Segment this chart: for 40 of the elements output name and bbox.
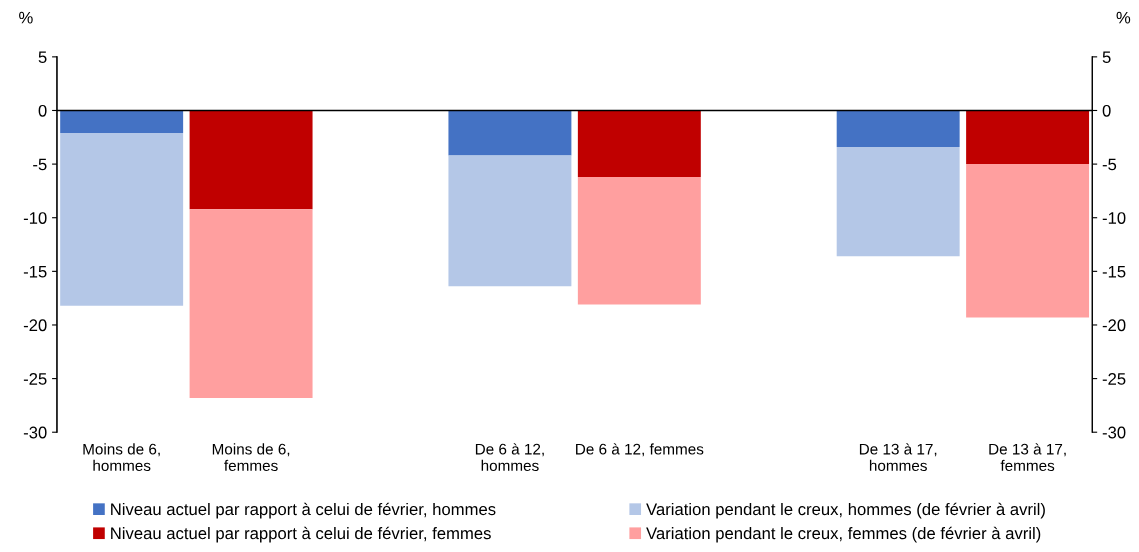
y-tick-label: -5 [33,158,47,171]
bar [836,110,960,147]
legend-label: Variation pendant le creux, hommes (de février à avril) [646,502,1045,519]
y-axis-title: % [19,11,33,24]
y-tick-label: -30 [23,426,47,439]
y-tick-label: 0 [38,104,47,117]
x-tick-label: De 13 à 17, hommes [859,443,937,472]
y2-tick-label: -15 [1102,265,1126,278]
y2-tick-label: 0 [1102,104,1111,117]
y2-tick-label: 5 [1102,51,1111,64]
y-tick-label: -10 [23,212,47,224]
y2-tick-label: -25 [1102,372,1126,385]
legend-label: Niveau actuel par rapport à celui de février, hommes [111,502,496,519]
y2-tick-label: -20 [1102,319,1126,332]
bar [966,110,1090,165]
bar [60,133,184,306]
bar [966,164,1090,318]
y-tick-label: 5 [38,51,47,64]
y2-axis-title: % [1116,11,1131,24]
x-tick-label: Moins de 6, femmes [212,443,290,472]
bar [189,110,313,210]
y2-tick-label: -10 [1102,212,1126,224]
bar [577,110,701,177]
bar [60,110,184,133]
bar [836,146,960,257]
y-tick-label: -15 [23,265,47,278]
y2-tick-label: -30 [1102,426,1126,439]
y2-tick-label: -5 [1102,158,1117,171]
x-tick-label: Moins de 6, hommes [83,443,160,472]
bar [448,110,572,156]
bar [577,176,701,305]
x-tick-label: De 6 à 12, hommes [475,443,544,472]
y-tick-label: -20 [23,319,47,332]
legend-label: Variation pendant le creux, femmes (de février à avril) [646,526,1041,543]
legend-label: Niveau actuel par rapport à celui de février, femmes [111,526,491,543]
bar [189,209,313,398]
y-tick-label: -25 [23,372,47,385]
x-tick-label: De 6 à 12, femmes [576,443,704,457]
bar [448,155,572,287]
x-tick-label: De 13 à 17, femmes [989,443,1066,472]
